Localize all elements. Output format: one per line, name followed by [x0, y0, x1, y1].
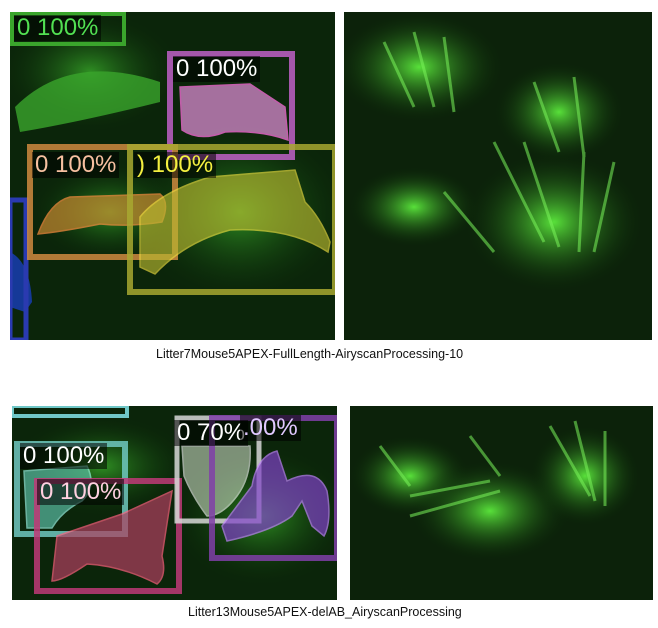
- fig1-detection-label-4: ) 100%: [134, 152, 217, 178]
- fig2-raw-image: [350, 406, 653, 600]
- fig1-detection-label-3: 0 100%: [32, 152, 120, 178]
- fig1-caption: Litter7Mouse5APEX-FullLength-AiryscanPro…: [156, 347, 464, 361]
- fig2-detection-label-1: 0 100%: [20, 443, 108, 469]
- fig2-annotated-panel: 0 100% 0 100% 0 70% .00%: [12, 406, 337, 600]
- fig1-raw-panel: [344, 12, 652, 340]
- fig1-detection-label-2: 0 100%: [173, 56, 261, 82]
- fig1-annotated-panel: 0 100% 0 100% 0 100% ) 100%: [10, 12, 335, 340]
- fig2-detection-label-2: 0 100%: [37, 479, 125, 505]
- fig2-detection-label-3: 0 70%: [174, 420, 249, 446]
- fig1-raw-image: [344, 12, 652, 340]
- fig2-caption: Litter13Mouse5APEX-delAB_AiryscanProcess…: [188, 605, 462, 619]
- fig2-raw-panel: [350, 406, 653, 600]
- fig1-detection-label-1: 0 100%: [14, 15, 102, 41]
- fig2-detection-label-4: .00%: [240, 415, 301, 441]
